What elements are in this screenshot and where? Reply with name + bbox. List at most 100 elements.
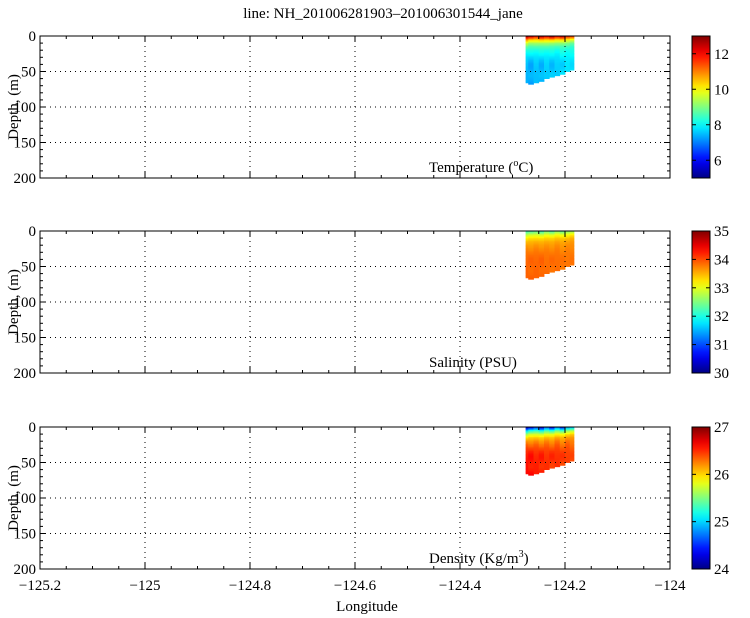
data-cell <box>528 81 534 84</box>
data-cell <box>544 53 550 55</box>
data-cell <box>565 257 571 260</box>
data-cell <box>538 252 545 255</box>
data-cell <box>549 466 555 469</box>
data-cell <box>549 253 555 256</box>
data-cell <box>549 270 555 273</box>
data-cell <box>538 256 545 259</box>
x-tick-label: −125 <box>130 578 161 594</box>
data-cell <box>549 452 555 455</box>
colorbar-tick-label: 32 <box>714 309 729 325</box>
data-cell <box>569 40 575 43</box>
data-cell <box>538 235 545 238</box>
data-cell <box>565 252 571 255</box>
data-cell <box>554 238 561 240</box>
data-cell <box>538 45 545 48</box>
data-cell <box>528 236 534 239</box>
data-cell <box>544 259 550 262</box>
data-cell <box>525 267 529 270</box>
grid <box>40 427 670 569</box>
data-cell <box>554 41 561 44</box>
data-cell <box>533 232 540 235</box>
data-cell <box>525 51 529 54</box>
x-tick-label: −125.2 <box>19 578 61 594</box>
data-cell <box>559 54 566 57</box>
data-cell <box>549 259 555 262</box>
data-cell <box>525 462 529 465</box>
data-cell <box>525 434 529 436</box>
data-cell <box>549 65 555 68</box>
data-cell <box>538 262 545 265</box>
data-cell <box>544 58 550 61</box>
data-cell <box>528 60 534 62</box>
data-cell <box>525 81 529 84</box>
y-tick-label: 200 <box>14 366 37 382</box>
data-cell <box>569 238 575 240</box>
data-cell <box>528 449 534 452</box>
data-cell <box>528 267 534 270</box>
data-cell <box>559 71 566 74</box>
data-cell <box>538 458 545 461</box>
data-cell <box>549 239 555 242</box>
data-cell <box>544 72 550 75</box>
data-cell <box>549 431 555 434</box>
data-cell <box>533 50 540 53</box>
data-cell <box>525 233 529 236</box>
data-cell <box>544 252 550 255</box>
data-cell <box>525 70 529 72</box>
data-cell <box>569 253 575 256</box>
data-cell <box>538 275 545 277</box>
data-cell <box>559 449 566 452</box>
data-cell <box>525 55 529 58</box>
data-cell <box>554 435 561 438</box>
data-cell <box>559 36 566 38</box>
grid <box>40 231 670 373</box>
data-cell <box>538 40 545 43</box>
data-cell <box>528 245 534 248</box>
data-cell <box>533 71 540 74</box>
data-cell <box>565 263 571 266</box>
data-cell <box>559 242 566 245</box>
colorbar-tick-label: 10 <box>714 82 729 98</box>
data-cell <box>528 38 534 41</box>
data-cell <box>533 272 540 274</box>
data-cell <box>565 48 571 51</box>
data-cell <box>549 462 555 465</box>
data-cell <box>565 458 571 461</box>
data-cell <box>554 434 561 436</box>
data-cell <box>525 44 529 47</box>
data-cell <box>528 257 534 260</box>
data-cell <box>565 67 571 70</box>
data-cell <box>559 240 566 243</box>
data-cell <box>528 235 534 238</box>
y-tick-label: 50 <box>21 260 36 276</box>
data-cell <box>549 456 555 459</box>
data-cell <box>554 57 561 60</box>
data-cell <box>554 250 561 253</box>
data-cell <box>559 239 566 242</box>
data-cell <box>525 442 529 445</box>
data-cell <box>528 272 534 274</box>
data-cell <box>544 243 550 246</box>
data-cell <box>533 453 540 456</box>
data-cell <box>525 269 529 272</box>
data-cell <box>538 435 545 438</box>
colorbar-scale <box>691 230 711 374</box>
data-cell <box>559 48 566 51</box>
data-cell <box>554 38 561 41</box>
data-cell <box>549 441 555 444</box>
data-cell <box>525 77 529 79</box>
data-cell <box>559 432 566 435</box>
data-cell <box>544 427 550 429</box>
data-cell <box>569 44 575 47</box>
data-cell <box>569 60 575 62</box>
data-cell <box>528 442 534 445</box>
data-cell <box>538 68 545 71</box>
data-cell <box>554 442 561 445</box>
data-cell <box>554 432 561 435</box>
data-cell <box>528 263 534 266</box>
data-cell <box>549 263 555 266</box>
data-cell <box>528 435 534 438</box>
data-cell <box>569 446 575 449</box>
data-cell <box>544 67 550 70</box>
data-cell <box>525 438 529 441</box>
